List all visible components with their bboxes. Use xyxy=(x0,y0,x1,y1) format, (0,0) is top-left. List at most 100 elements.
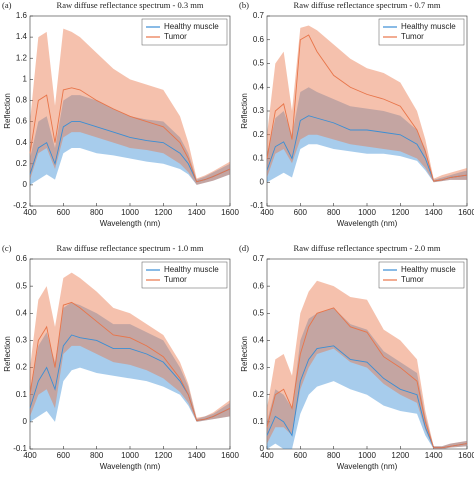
chart-title: Raw diffuse reflectance spectrum - 1.0 m… xyxy=(57,243,204,253)
band xyxy=(30,302,230,422)
legend-label: Healthy muscle xyxy=(401,265,456,274)
y-tick-label: 0.5 xyxy=(16,281,28,290)
mean-line xyxy=(266,307,468,449)
y-axis-label: Reflection xyxy=(3,93,12,129)
plot-area xyxy=(266,15,468,207)
x-axis-label: Wavelength (nm) xyxy=(100,462,161,471)
panel: (d) Raw diffuse reflectance spectrum - 2.… xyxy=(239,243,474,471)
y-tick-label: 0.2 xyxy=(253,130,265,139)
legend-label: Tumor xyxy=(164,32,187,41)
y-tick-label: 0.5 xyxy=(253,59,265,68)
y-axis-label: Reflection xyxy=(240,93,249,129)
y-tick-label: 1 xyxy=(23,74,28,83)
x-axis-label: Wavelength (nm) xyxy=(337,462,398,471)
x-tick-label: 600 xyxy=(57,451,71,460)
x-tick-label: 800 xyxy=(90,451,104,460)
panel: (a) Raw diffuse reflectance spectrum - 0.… xyxy=(2,0,239,228)
plot-area xyxy=(29,15,231,207)
y-tick-label: 0.1 xyxy=(253,417,265,426)
x-tick-label: 1400 xyxy=(425,451,443,460)
x-tick-label: 400 xyxy=(23,208,37,217)
y-tick-label: 0 xyxy=(23,180,28,189)
y-tick-label: 0.3 xyxy=(253,363,265,372)
band xyxy=(267,280,467,449)
y-tick-label: 0.5 xyxy=(253,308,265,317)
panel-label: (c) xyxy=(2,243,12,253)
chart-title: Raw diffuse reflectance spectrum - 0.7 m… xyxy=(294,0,441,10)
y-tick-label: -0.1 xyxy=(13,444,27,453)
y-tick-label: 0.4 xyxy=(253,336,265,345)
legend-label: Healthy muscle xyxy=(401,22,456,31)
panel-label: (a) xyxy=(2,0,12,10)
band xyxy=(267,307,467,449)
panel: (c) Raw diffuse reflectance spectrum - 1.… xyxy=(2,243,239,471)
y-tick-label: 0.3 xyxy=(16,336,28,345)
y-tick-label: 0.6 xyxy=(16,117,28,126)
y-tick-label: 0.6 xyxy=(253,281,265,290)
x-tick-label: 1000 xyxy=(121,451,139,460)
plot-area xyxy=(29,258,231,450)
legend-box xyxy=(141,261,228,289)
x-tick-label: 1000 xyxy=(358,208,376,217)
x-tick-label: 800 xyxy=(327,208,341,217)
y-tick-label: 0.2 xyxy=(16,363,28,372)
mean-line xyxy=(29,301,231,422)
legend-label: Healthy muscle xyxy=(164,22,219,31)
y-tick-label: 0 xyxy=(23,417,28,426)
y-tick-label: 1.2 xyxy=(16,53,28,62)
y-axis-label: Reflection xyxy=(240,336,249,372)
chart-title: Raw diffuse reflectance spectrum - 0.3 m… xyxy=(57,0,204,10)
y-tick-label: 1.6 xyxy=(16,11,28,20)
band xyxy=(30,272,230,422)
x-tick-label: 1400 xyxy=(425,208,443,217)
panel-label: (b) xyxy=(239,0,249,10)
x-tick-label: 400 xyxy=(260,208,274,217)
y-tick-label: 0.4 xyxy=(253,82,265,91)
x-tick-label: 600 xyxy=(294,208,308,217)
x-tick-label: 600 xyxy=(294,451,308,460)
legend-label: Tumor xyxy=(401,275,424,284)
y-tick-label: 0.3 xyxy=(253,106,265,115)
y-tick-label: 0.2 xyxy=(253,390,265,399)
x-tick-label: 1600 xyxy=(221,208,239,217)
y-tick-label: 0.7 xyxy=(253,11,265,20)
y-tick-label: 0.1 xyxy=(253,154,265,163)
chart-title: Raw diffuse reflectance spectrum - 2.0 m… xyxy=(294,243,441,253)
y-axis-label: Reflection xyxy=(3,336,12,372)
x-tick-label: 1000 xyxy=(121,208,139,217)
legend-box xyxy=(141,18,228,46)
legend-label: Tumor xyxy=(401,32,424,41)
y-tick-label: 0.6 xyxy=(16,254,28,263)
y-tick-label: 0.4 xyxy=(16,138,28,147)
y-tick-label: 0 xyxy=(260,444,265,453)
y-tick-label: 0.8 xyxy=(16,96,28,105)
y-tick-label: 0.4 xyxy=(16,308,28,317)
y-tick-label: -0.1 xyxy=(250,201,264,210)
band xyxy=(30,95,230,185)
x-tick-label: 1200 xyxy=(154,451,172,460)
band xyxy=(267,25,467,183)
y-tick-label: 0.6 xyxy=(253,35,265,44)
legend-label: Healthy muscle xyxy=(164,265,219,274)
x-tick-label: 1400 xyxy=(188,208,206,217)
legend-box xyxy=(378,18,465,46)
x-tick-label: 400 xyxy=(260,451,274,460)
y-tick-label: 0.7 xyxy=(253,254,265,263)
legend-label: Tumor xyxy=(164,275,187,284)
x-tick-label: 1600 xyxy=(458,451,474,460)
x-axis-label: Wavelength (nm) xyxy=(337,219,398,228)
y-tick-label: -0.2 xyxy=(13,201,27,210)
mean-line xyxy=(266,34,468,182)
x-axis-label: Wavelength (nm) xyxy=(100,219,161,228)
y-tick-label: 0 xyxy=(260,177,265,186)
y-tick-label: 0.1 xyxy=(16,390,28,399)
x-tick-label: 1600 xyxy=(458,208,474,217)
x-tick-label: 400 xyxy=(23,451,37,460)
panel-label: (d) xyxy=(239,243,249,253)
x-tick-label: 1200 xyxy=(391,208,409,217)
band xyxy=(30,28,230,185)
x-tick-label: 1400 xyxy=(188,451,206,460)
x-tick-label: 1600 xyxy=(221,451,239,460)
y-tick-label: 0.2 xyxy=(16,159,28,168)
